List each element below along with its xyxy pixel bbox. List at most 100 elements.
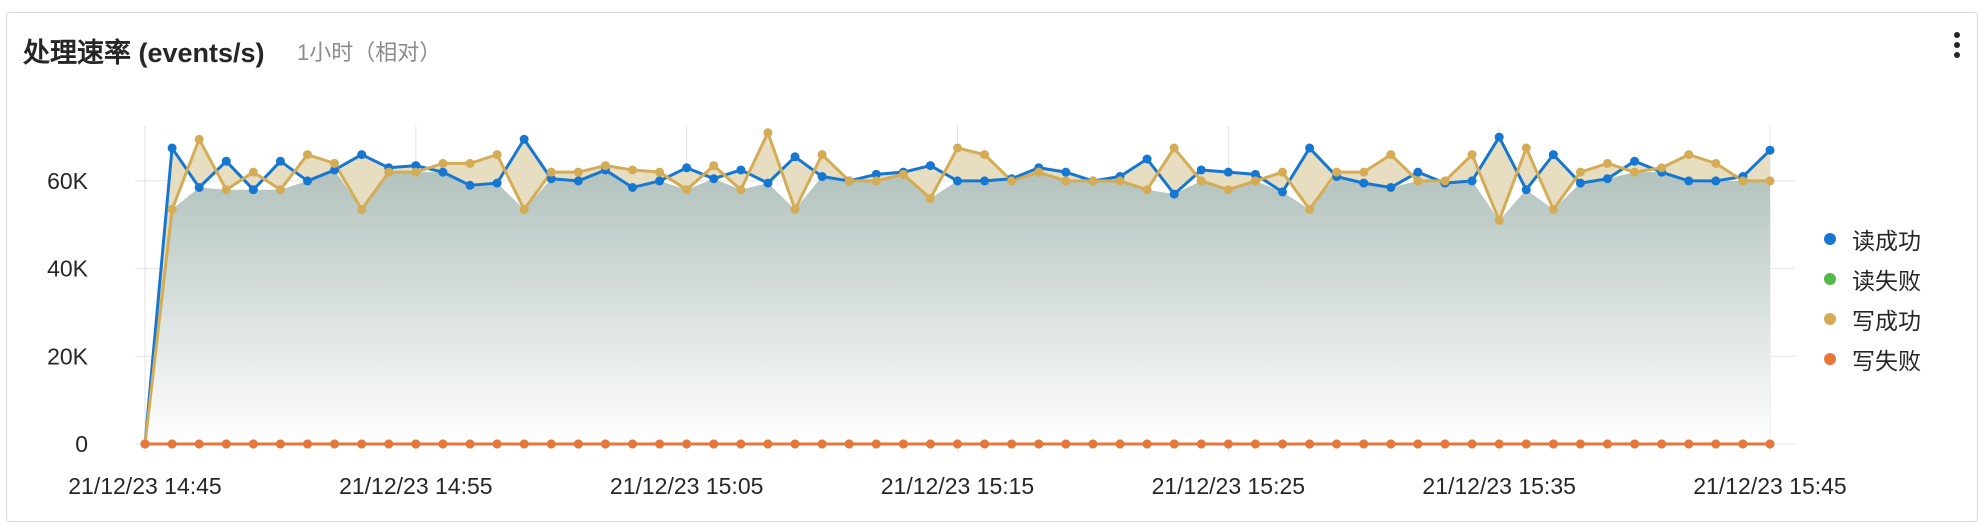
- data-point-write-success: [1007, 176, 1017, 186]
- legend-item-read-failure[interactable]: 读失败: [1824, 265, 1921, 294]
- legend-label: 读失败: [1852, 268, 1921, 294]
- data-point-write-success: [1386, 150, 1396, 160]
- data-point-write-success: [330, 158, 340, 168]
- data-point-write-success: [1521, 143, 1531, 153]
- legend-item-read-success[interactable]: 读成功: [1824, 225, 1921, 254]
- data-point-write-success: [1630, 167, 1640, 177]
- data-point-read-success: [817, 172, 827, 182]
- data-point-write-failure: [1250, 439, 1260, 449]
- data-point-read-success: [763, 178, 773, 188]
- data-point-write-failure: [275, 439, 285, 449]
- base-area-fill: [145, 169, 1770, 444]
- data-point-read-success: [1359, 178, 1369, 188]
- x-tick-label: 21/12/23 15:25: [1152, 473, 1305, 499]
- data-point-write-success: [303, 150, 312, 160]
- x-tick-label: 21/12/23 15:45: [1693, 473, 1846, 499]
- data-point-write-success: [871, 176, 881, 186]
- data-point-write-failure: [1413, 439, 1423, 449]
- data-point-read-success: [709, 174, 719, 184]
- data-point-write-success: [1250, 176, 1260, 186]
- data-point-write-failure: [194, 439, 204, 449]
- data-point-read-success: [221, 156, 231, 166]
- data-point-write-success: [1603, 158, 1612, 168]
- data-point-write-failure: [303, 439, 312, 449]
- legend-item-write-failure[interactable]: 写失败: [1824, 345, 1921, 374]
- data-point-write-failure: [871, 439, 881, 449]
- data-point-write-failure: [357, 439, 367, 449]
- data-point-write-failure: [1305, 439, 1315, 449]
- data-point-write-success: [1061, 176, 1071, 186]
- data-point-write-success: [628, 165, 637, 175]
- data-point-write-failure: [953, 439, 962, 449]
- data-point-write-failure: [655, 439, 665, 449]
- data-point-read-success: [1630, 156, 1640, 166]
- data-point-write-failure: [1196, 439, 1206, 449]
- data-point-read-success: [1494, 132, 1504, 142]
- data-point-write-failure: [519, 439, 529, 449]
- data-point-write-success: [1467, 150, 1477, 160]
- data-point-read-success: [1765, 145, 1775, 155]
- data-point-write-success: [1115, 176, 1125, 186]
- data-point-read-success: [1711, 176, 1721, 186]
- data-point-read-success: [194, 183, 204, 192]
- data-point-read-success: [1684, 176, 1694, 186]
- data-point-write-failure: [1034, 439, 1044, 449]
- data-point-write-failure: [1711, 439, 1721, 449]
- data-point-write-failure: [167, 439, 177, 449]
- data-point-read-success: [1575, 178, 1585, 188]
- data-point-write-failure: [1575, 439, 1585, 449]
- data-point-write-success: [1738, 176, 1748, 186]
- data-point-write-success: [357, 204, 367, 214]
- data-point-write-success: [1494, 215, 1504, 225]
- data-point-read-success: [980, 176, 990, 186]
- data-point-write-failure: [330, 439, 340, 449]
- data-point-read-success: [248, 185, 258, 195]
- time-range-label[interactable]: 1小时（相对）: [297, 40, 442, 65]
- legend-label: 读成功: [1852, 228, 1921, 254]
- data-point-write-success: [275, 185, 285, 195]
- data-point-write-success: [573, 167, 583, 177]
- data-point-write-failure: [790, 439, 800, 449]
- data-point-write-success: [1359, 167, 1369, 177]
- data-point-read-success: [1142, 154, 1152, 164]
- legend-dot-icon: [1824, 313, 1836, 325]
- data-point-write-failure: [1521, 439, 1531, 449]
- data-point-write-failure: [763, 439, 773, 449]
- data-point-write-failure: [898, 439, 908, 449]
- legend-item-write-success[interactable]: 写成功: [1824, 305, 1921, 334]
- legend-dot-icon: [1824, 353, 1836, 365]
- data-point-write-success: [1440, 176, 1450, 186]
- data-point-write-failure: [465, 439, 475, 449]
- data-point-write-success: [492, 150, 502, 160]
- vertical-ellipsis-icon[interactable]: [1949, 29, 1965, 65]
- data-point-read-success: [1413, 167, 1423, 177]
- data-point-write-success: [925, 193, 935, 203]
- data-point-write-success: [1169, 143, 1179, 153]
- data-point-read-success: [465, 180, 475, 190]
- data-point-write-success: [844, 176, 854, 186]
- data-point-write-failure: [1603, 439, 1612, 449]
- data-point-read-success: [1521, 185, 1531, 195]
- data-point-write-failure: [221, 439, 231, 449]
- data-point-write-failure: [709, 439, 719, 449]
- legend-label: 写成功: [1852, 308, 1921, 334]
- data-point-write-failure: [1440, 439, 1450, 449]
- data-point-write-failure: [1007, 439, 1017, 449]
- data-point-read-success: [953, 176, 962, 186]
- data-point-write-success: [763, 128, 773, 138]
- data-point-read-success: [1169, 189, 1179, 199]
- data-point-write-failure: [817, 439, 827, 449]
- data-point-write-success: [1223, 185, 1233, 195]
- data-point-write-failure: [1359, 439, 1369, 449]
- data-point-write-success: [790, 204, 800, 214]
- data-point-read-success: [1467, 176, 1477, 186]
- panel-title: 处理速率 (events/s): [23, 38, 265, 68]
- data-point-read-success: [330, 165, 340, 175]
- data-point-read-success: [1278, 187, 1287, 197]
- data-point-write-failure: [1332, 439, 1342, 449]
- data-point-read-success: [1386, 183, 1396, 192]
- y-tick-label: 20K: [47, 343, 89, 369]
- data-point-write-success: [221, 185, 231, 195]
- data-point-read-success: [628, 183, 637, 192]
- data-point-write-success: [1765, 176, 1775, 186]
